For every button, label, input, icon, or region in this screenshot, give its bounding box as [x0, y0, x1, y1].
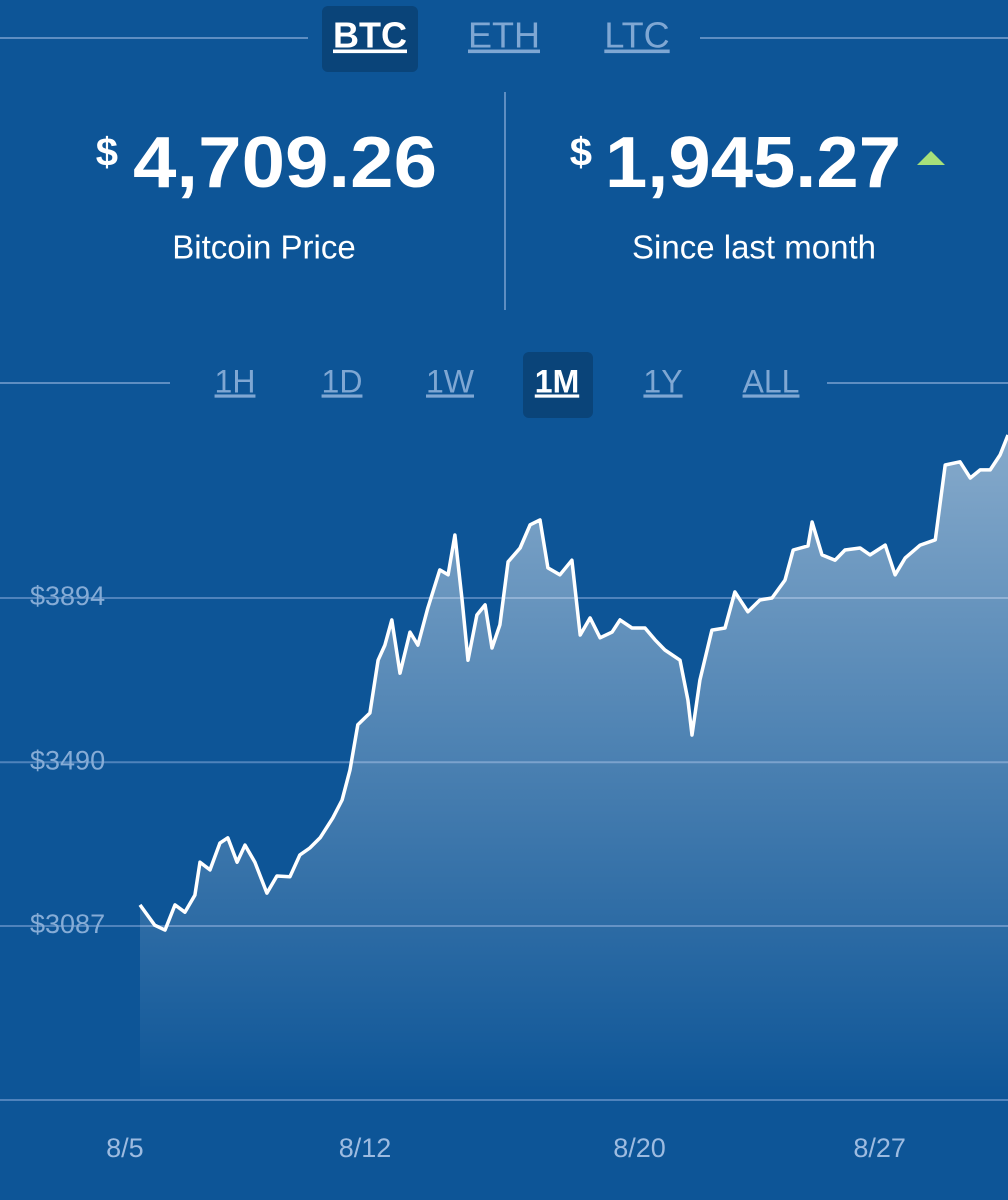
x-tick-label: 8/20 [613, 1133, 666, 1163]
up-indicator [917, 151, 945, 165]
change-label: Since last month [632, 229, 876, 266]
range-tab[interactable]: 1W [426, 363, 475, 399]
price-value: 4,709.26 [133, 123, 437, 203]
y-tick-label: $3490 [30, 745, 105, 775]
x-tick-label: 8/5 [106, 1133, 144, 1163]
x-tick-label: 8/27 [853, 1133, 906, 1163]
price-line [138, 434, 1008, 932]
y-tick-label: $3894 [30, 581, 105, 611]
price-area [140, 435, 1008, 1100]
price-chart: $3087 $3490 $3894 8/5 8/12 8/20 8/27 [0, 434, 1008, 1163]
currency-symbol: $ [96, 131, 118, 175]
currency-symbol: $ [570, 131, 592, 175]
change-value: 1,945.27 [605, 123, 901, 203]
coin-tab[interactable]: LTC [604, 15, 669, 56]
range-tab[interactable]: 1H [215, 363, 256, 399]
range-tab[interactable]: 1Y [643, 363, 682, 399]
range-highlight [523, 352, 593, 418]
range-tab[interactable]: 1M [535, 363, 579, 399]
range-tab[interactable]: ALL [743, 363, 800, 399]
y-tick-label: $3087 [30, 909, 105, 939]
tab-highlight [322, 6, 418, 72]
x-tick-label: 8/12 [339, 1133, 392, 1163]
coin-tab[interactable]: BTC [333, 15, 407, 56]
price-label: Bitcoin Price [172, 229, 355, 266]
coin-tab[interactable]: ETH [468, 15, 540, 56]
range-tab[interactable]: 1D [322, 363, 363, 399]
